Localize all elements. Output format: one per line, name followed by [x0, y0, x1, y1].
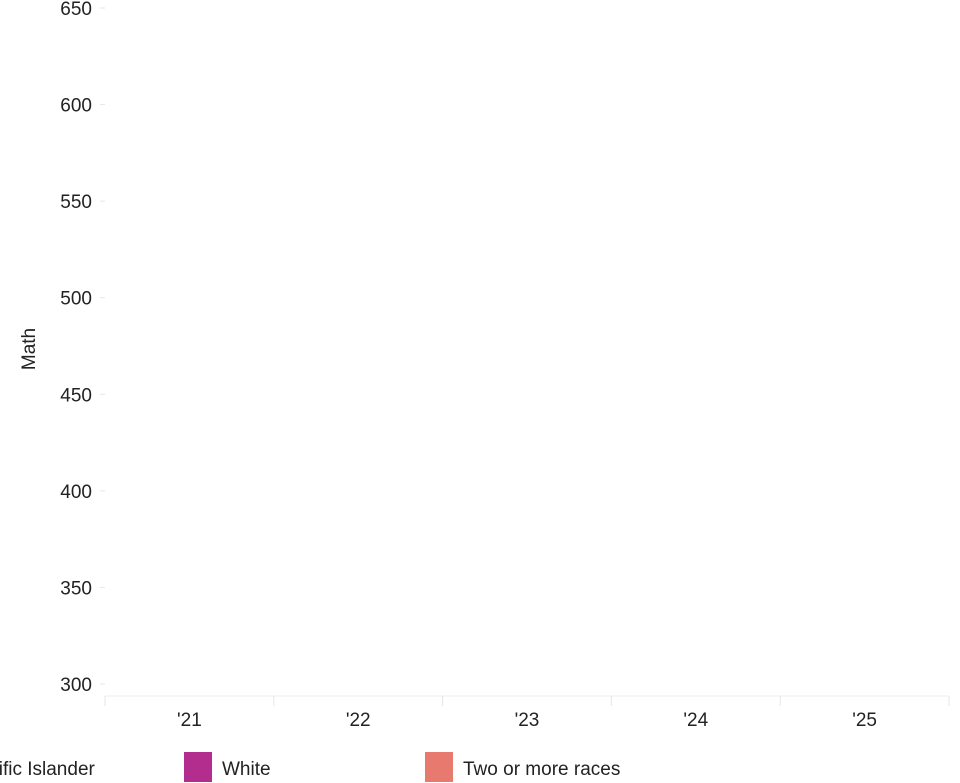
y-tick-label: 650 — [60, 0, 92, 20]
x-tick-label: '25 — [852, 710, 877, 731]
y-axis: 300 350 400 450 500 550 600 650 — [60, 0, 105, 696]
y-axis-title: Math — [19, 328, 40, 370]
legend: Pacific Islander White Two or more races — [0, 752, 620, 782]
x-tick-label: '23 — [515, 710, 540, 731]
y-tick-label: 350 — [60, 578, 92, 599]
legend-swatch — [184, 752, 212, 782]
x-tick-label: '24 — [683, 710, 708, 731]
x-tick-label: '22 — [346, 710, 371, 731]
legend-label: Pacific Islander — [0, 759, 96, 780]
y-tick-label: 450 — [60, 385, 92, 406]
y-tick-label: 600 — [60, 96, 92, 117]
x-axis: '21 '22 '23 '24 '25 — [104, 695, 950, 731]
legend-swatch — [425, 752, 453, 782]
x-tick-label: '21 — [177, 710, 202, 731]
legend-label: White — [222, 759, 271, 780]
y-tick-label: 400 — [60, 482, 92, 503]
y-tick-label: 550 — [60, 192, 92, 213]
y-tick-label: 300 — [60, 675, 92, 696]
legend-label: Two or more races — [463, 759, 620, 780]
y-tick-label: 500 — [60, 289, 92, 310]
